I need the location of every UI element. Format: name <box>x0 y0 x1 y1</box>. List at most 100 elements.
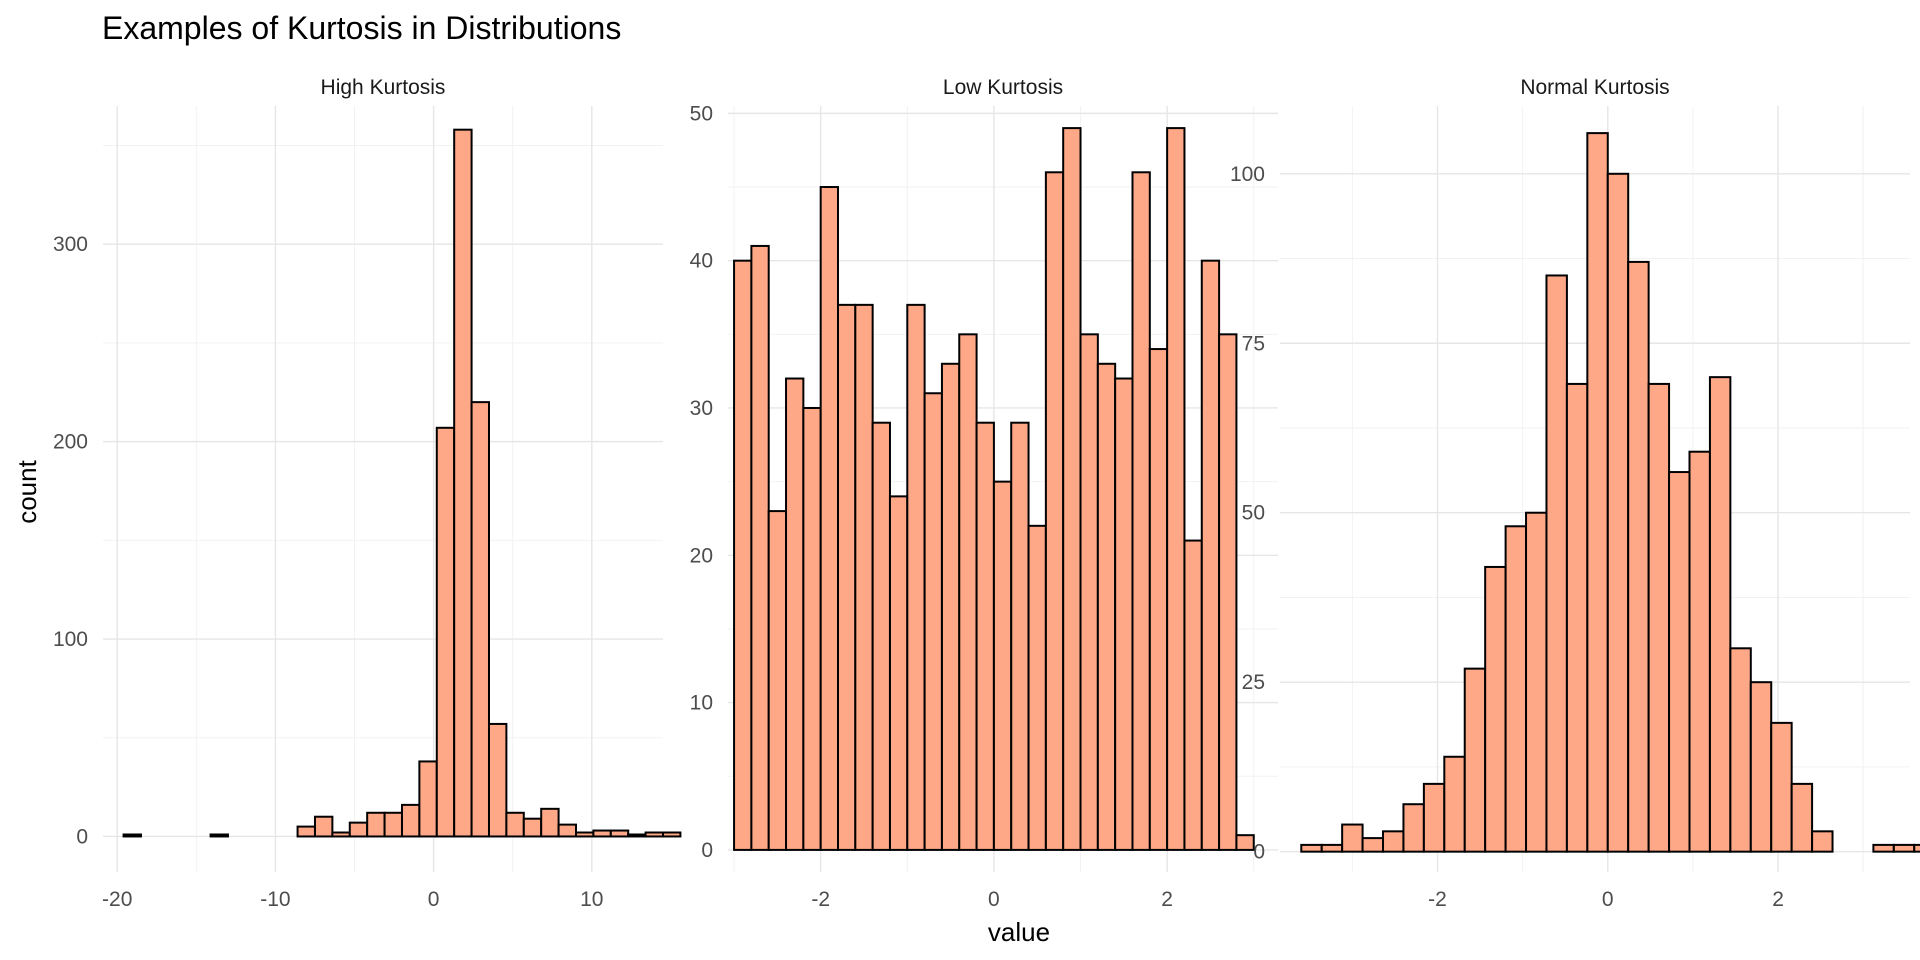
x-tick-label: 2 <box>1772 888 1784 911</box>
histogram-bar <box>1341 823 1364 853</box>
histogram-bar <box>1361 837 1385 853</box>
histogram-bar <box>383 811 403 838</box>
histogram-bar <box>662 831 682 838</box>
x-tick-label: -2 <box>811 888 830 911</box>
y-tick-label: 0 <box>1253 841 1265 864</box>
histogram-bar <box>418 760 438 838</box>
histogram-bar <box>1044 171 1065 851</box>
histogram-bar <box>1811 830 1834 853</box>
histogram-bar <box>1770 721 1793 853</box>
histogram-bar <box>435 426 456 838</box>
x-tick-label: -20 <box>102 888 132 911</box>
histogram-bar <box>487 722 508 838</box>
histogram-bar <box>1484 565 1507 853</box>
histogram-bar <box>522 817 543 838</box>
chart-title: Examples of Kurtosis in Distributions <box>102 10 621 46</box>
histogram-bar <box>209 833 229 838</box>
histogram-bar <box>1062 127 1082 851</box>
histogram-bar <box>906 303 926 851</box>
histogram-bar <box>644 831 665 838</box>
histogram-bar <box>767 510 788 851</box>
facet-strip-label: High Kurtosis <box>321 76 446 99</box>
histogram-bar <box>592 829 612 838</box>
x-axis-title: value <box>988 917 1050 947</box>
histogram-bar <box>1688 450 1711 853</box>
histogram-bar <box>837 303 857 851</box>
histogram-bar <box>1729 647 1752 853</box>
histogram-bar <box>1647 382 1671 853</box>
histogram-bar <box>802 406 822 851</box>
y-tick-label: 100 <box>53 628 88 651</box>
histogram-bar <box>888 495 909 851</box>
histogram-bar <box>1606 172 1630 853</box>
histogram-bar <box>366 811 386 838</box>
histogram-bar <box>1565 382 1589 853</box>
histogram-bar <box>940 362 961 851</box>
histogram-bar <box>1183 539 1203 851</box>
y-tick-label: 50 <box>690 102 713 125</box>
histogram-bar <box>574 831 595 838</box>
histogram-bar <box>1096 362 1117 851</box>
histogram-bar <box>348 821 369 838</box>
histogram-bar <box>733 259 753 851</box>
histogram-bar <box>1079 333 1099 851</box>
histogram-bar <box>1463 667 1487 853</box>
y-tick-label: 40 <box>690 250 713 273</box>
histogram-bar <box>1218 333 1238 851</box>
x-tick-label: 10 <box>580 888 603 911</box>
histogram-bar <box>1913 843 1920 853</box>
histogram-bar <box>992 480 1013 851</box>
y-tick-label: 25 <box>1242 671 1265 694</box>
histogram-bar <box>1382 830 1405 853</box>
histogram-bar <box>1148 348 1169 851</box>
facet-strip-label: Normal Kurtosis <box>1520 76 1669 99</box>
y-tick-label: 75 <box>1242 332 1265 355</box>
histogram-bar <box>785 377 805 851</box>
histogram-bar <box>1402 803 1425 853</box>
histogram-bar <box>1790 782 1814 853</box>
histogram-bar <box>505 811 525 838</box>
histogram-bar <box>1027 524 1047 851</box>
y-tick-label: 200 <box>53 431 88 454</box>
histogram-bar <box>1200 259 1221 851</box>
histogram-bar <box>1235 834 1255 851</box>
histogram-bar <box>1443 755 1466 853</box>
histogram-bar <box>958 333 978 851</box>
histogram-bar <box>1545 274 1568 853</box>
y-tick-label: 0 <box>76 825 88 848</box>
histogram-bar <box>1525 511 1548 853</box>
facet-panel-3: Normal Kurtosis -2 0 2 0 25 50 75 100 <box>1230 76 1920 911</box>
facet-strip-label: Low Kurtosis <box>943 76 1063 99</box>
histogram-bar <box>871 421 891 851</box>
histogram-bar <box>1504 525 1528 853</box>
histogram-bar <box>609 829 630 838</box>
x-tick-label: 0 <box>1602 888 1614 911</box>
y-tick-label: 10 <box>690 692 713 715</box>
histogram-bar <box>854 303 874 851</box>
histogram-bar <box>923 392 943 851</box>
histogram-bar <box>1708 376 1732 853</box>
histogram-bar <box>750 244 770 851</box>
histogram-bar <box>975 421 995 851</box>
histogram-bar <box>540 807 560 838</box>
histogram-bar <box>470 401 490 838</box>
x-tick-label: -10 <box>260 888 290 911</box>
histogram-bar <box>819 186 840 851</box>
histogram-bar <box>1749 681 1773 853</box>
y-tick-label: 20 <box>690 544 713 567</box>
y-tick-label: 100 <box>1230 163 1265 186</box>
x-tick-label: 0 <box>988 888 1000 911</box>
histogram-bar <box>627 833 647 838</box>
histogram-bar <box>1586 132 1609 853</box>
histogram-bar <box>557 823 577 838</box>
y-axis-title: count <box>12 459 42 523</box>
histogram-bar <box>1114 377 1134 851</box>
histogram-bar <box>1668 471 1691 853</box>
histogram-bar <box>1422 782 1446 853</box>
histogram-bar <box>1131 171 1151 851</box>
histogram-bar <box>331 831 351 838</box>
histogram-bar <box>1166 127 1186 851</box>
